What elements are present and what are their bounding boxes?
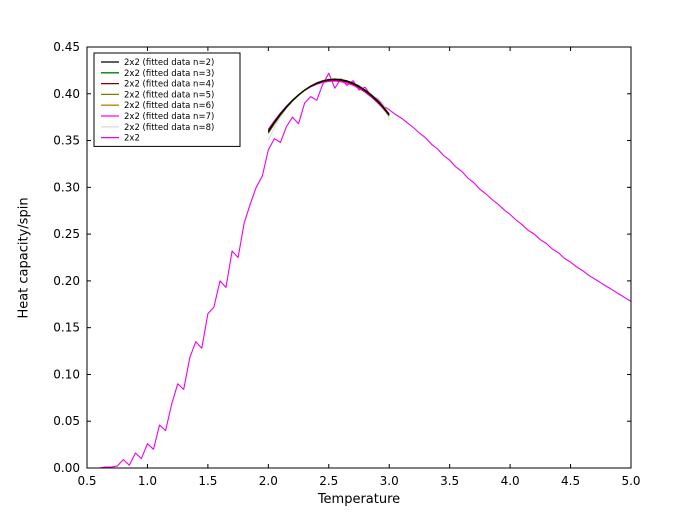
y-tick-label: 0.15 (53, 321, 80, 335)
y-axis-label: Heat capacity/spin (16, 197, 32, 319)
x-tick-label: 4.5 (561, 474, 580, 488)
series-line-2x2 (87, 72, 632, 469)
legend-box (93, 52, 241, 147)
legend-label: 2x2 (124, 134, 140, 144)
x-tick-label: 1.5 (198, 474, 217, 488)
y-tick-label: 0.45 (53, 40, 80, 54)
y-tick-label: 0.40 (53, 87, 80, 101)
series-line-2x2-fitted-data-n-4- (267, 79, 390, 131)
x-tick-label: 0.5 (77, 474, 96, 488)
x-tick-label: 3.5 (440, 474, 459, 488)
legend-label: 2x2 (fitted data n=4) (124, 80, 214, 90)
x-tick-label: 3.0 (380, 474, 399, 488)
y-tick-label: 0.20 (53, 274, 80, 288)
series-line-2x2-fitted-data-n-8- (267, 78, 390, 141)
y-tick-label: 0.30 (53, 180, 80, 194)
legend-label: 2x2 (fitted data n=8) (124, 123, 214, 133)
y-tick-label: 0.35 (53, 134, 80, 148)
x-axis-label: Temperature (317, 492, 401, 507)
y-tick-label: 0.10 (53, 367, 80, 381)
legend-label: 2x2 (fitted data n=7) (124, 112, 214, 122)
series-line-2x2-fitted-data-n-2- (267, 78, 390, 133)
y-tick-label: 0.05 (53, 414, 80, 428)
x-tick-label: 5.0 (621, 474, 640, 488)
x-tick-label: 2.5 (319, 474, 338, 488)
x-tick-label: 4.0 (501, 474, 520, 488)
legend-label: 2x2 (fitted data n=5) (124, 90, 214, 100)
x-tick-label: 1.0 (138, 474, 157, 488)
x-tick-label: 2.0 (259, 474, 278, 488)
plot-frame (86, 46, 632, 469)
series-line-2x2-fitted-data-n-7- (267, 80, 390, 130)
y-tick-label: 0.25 (53, 227, 80, 241)
legend-label: 2x2 (fitted data n=6) (124, 101, 214, 111)
legend-label: 2x2 (fitted data n=2) (124, 58, 214, 68)
y-tick-label: 0.00 (53, 461, 80, 475)
legend-label: 2x2 (fitted data n=3) (124, 69, 214, 79)
